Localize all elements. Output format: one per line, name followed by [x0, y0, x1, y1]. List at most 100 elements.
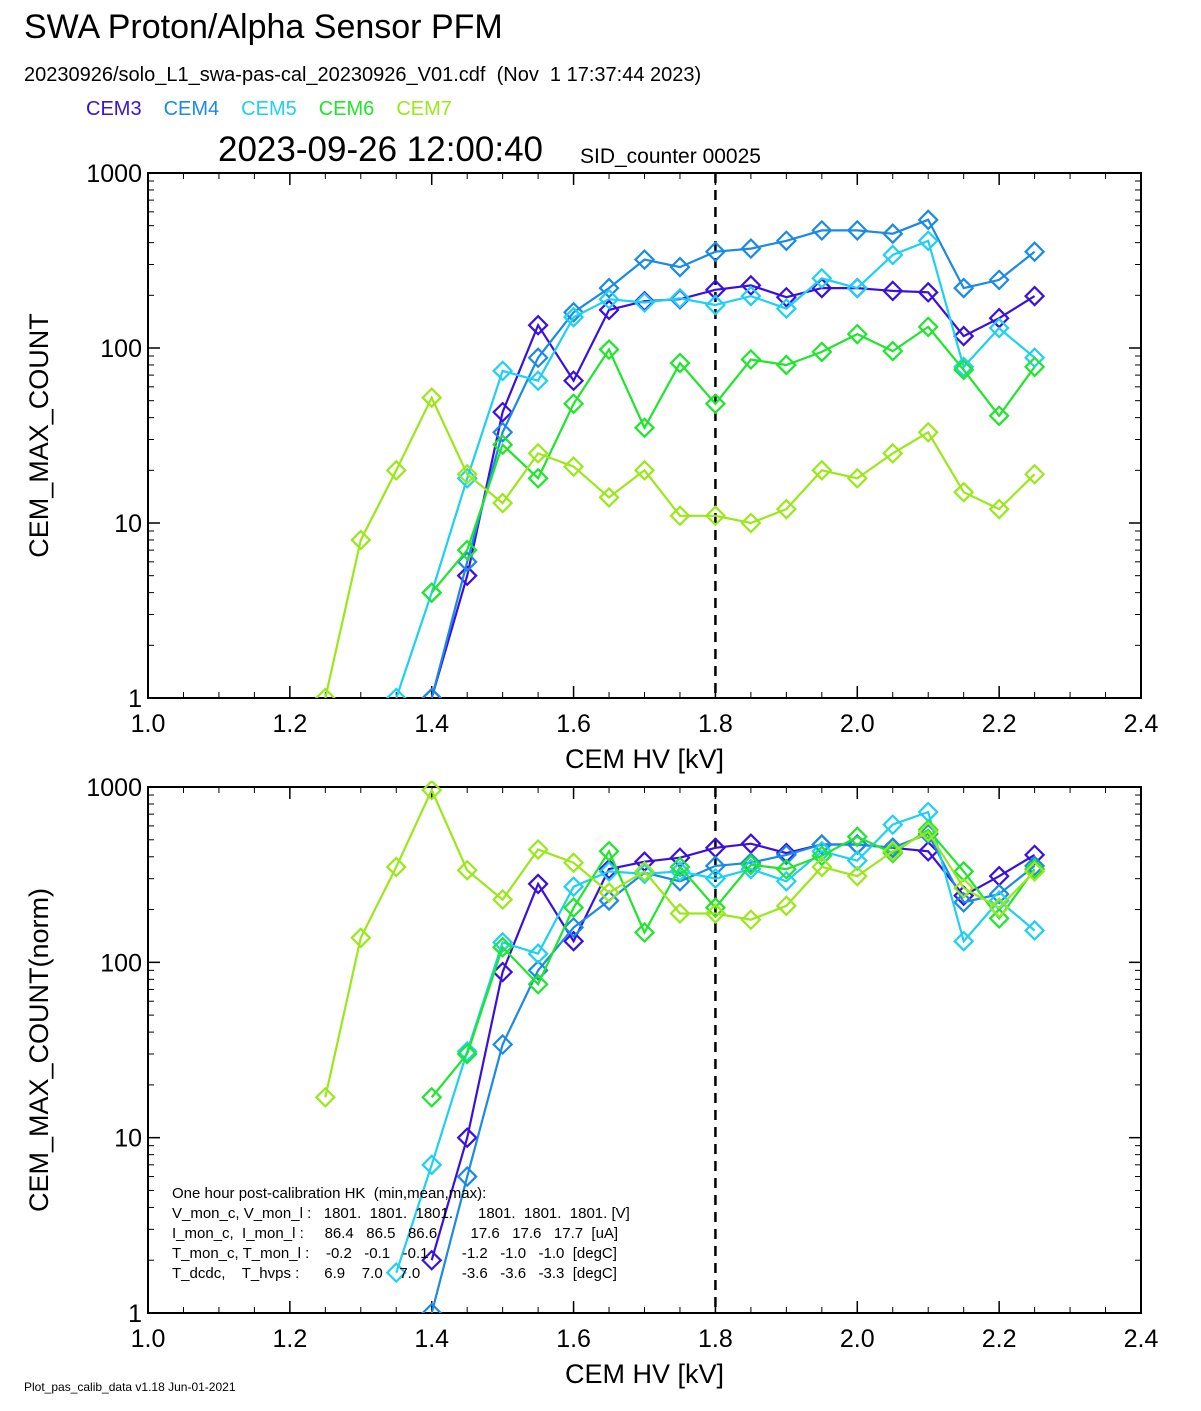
bottom-data-point-cem4 — [492, 1033, 514, 1056]
top-y-axis-label: CEM_MAX_COUNT — [24, 313, 54, 558]
top-y-tick-label: 1 — [128, 685, 142, 713]
bottom-data-point-cem4 — [527, 959, 549, 981]
bottom-data-point-cem7 — [669, 902, 691, 925]
top-data-point-cem5 — [882, 244, 904, 266]
legend-item-cem3: CEM3 — [86, 98, 142, 120]
bottom-data-point-cem6 — [598, 840, 620, 862]
bottom-data-point-cem7 — [633, 860, 656, 882]
footer-version-note: Plot_pas_calib_data v1.18 Jun-01-2021 — [24, 1380, 236, 1394]
bottom-data-point-cem4 — [740, 852, 762, 874]
top-x-tick-label: 1.0 — [131, 710, 166, 738]
top-data-point-cem6 — [846, 323, 868, 345]
bottom-data-point-cem6 — [456, 1043, 478, 1065]
bottom-data-point-cem4 — [456, 1166, 478, 1188]
top-data-point-cem3 — [917, 281, 939, 303]
top-data-point-cem3 — [563, 370, 585, 392]
top-data-point-cem3 — [704, 279, 726, 301]
bottom-series-line-cem7 — [324, 787, 1036, 1098]
top-data-point-cem7 — [456, 463, 478, 485]
top-data-point-cem4 — [988, 269, 1010, 291]
bottom-y-tick-label: 1000 — [86, 774, 142, 802]
top-data-point-cem5 — [598, 288, 620, 310]
bottom-data-point-cem5 — [421, 1154, 443, 1176]
bottom-data-point-cem5 — [633, 863, 656, 885]
bottom-data-point-cem3 — [421, 1249, 443, 1271]
top-data-point-cem5 — [456, 467, 478, 489]
top-data-point-cem5 — [1024, 347, 1046, 369]
bottom-data-point-cem7 — [917, 821, 939, 843]
top-data-point-cem7 — [527, 442, 549, 464]
top-data-point-cem6 — [988, 405, 1010, 427]
bottom-x-tick-label: 1.6 — [556, 1325, 591, 1353]
chart-top-cem-max-count: 1.0 1.2 1.4 1.6 1.8 2.0 2.2 2.4 1 10 100 1000 CEM HV… — [24, 160, 1159, 774]
bottom-data-point-cem4 — [953, 891, 975, 913]
bottom-y-tick-label: 10 — [114, 1125, 142, 1153]
bottom-data-point-cem4 — [988, 883, 1010, 905]
top-data-point-cem3 — [527, 314, 549, 336]
top-data-point-cem7 — [421, 387, 443, 409]
top-data-point-cem4 — [421, 687, 443, 698]
top-series-line-cem5 — [395, 239, 1036, 698]
top-data-point-cem6 — [563, 393, 585, 415]
bottom-data-point-cem6 — [669, 856, 691, 878]
top-x-tick-label: 1.2 — [272, 710, 307, 738]
top-data-point-cem4 — [633, 249, 656, 271]
bottom-data-point-cem4 — [421, 1302, 443, 1313]
bottom-y-tick-label: 100 — [100, 949, 142, 977]
top-data-point-cem6 — [882, 340, 904, 362]
hk-line-3: T_mon_c, T_mon_l : -0.2 -0.1 -0.1 -1.2 -… — [172, 1245, 617, 1262]
bottom-data-point-cem6 — [527, 973, 549, 995]
top-x-tick-label: 2.2 — [982, 710, 1017, 738]
bottom-data-point-cem6 — [988, 907, 1010, 929]
top-data-point-cem5 — [846, 277, 868, 299]
top-data-point-cem7 — [669, 505, 691, 527]
top-data-point-cem5 — [633, 291, 656, 314]
legend-item-cem6: CEM6 — [318, 98, 375, 120]
legend-item-cem7: CEM7 — [396, 98, 452, 120]
bottom-x-tick-label: 1.0 — [131, 1325, 166, 1353]
top-data-point-cem5 — [669, 287, 691, 309]
bottom-data-point-cem6 — [917, 819, 939, 841]
top-data-point-cem7 — [704, 505, 726, 527]
bottom-data-point-cem5 — [775, 870, 797, 892]
top-data-point-cem6 — [740, 348, 762, 371]
top-data-point-cem7 — [811, 459, 833, 481]
bottom-data-point-cem6 — [704, 897, 726, 919]
bottom-series-line-cem6 — [430, 828, 1036, 1098]
top-data-point-cem4 — [846, 219, 868, 241]
bottom-data-point-cem5 — [1024, 919, 1046, 942]
top-data-point-cem5 — [385, 687, 407, 698]
top-data-point-cem5 — [740, 285, 762, 307]
top-data-point-cem5 — [527, 370, 549, 392]
hk-line-1: V_mon_c, V_mon_l : 1801. 1801. 1801. 180… — [172, 1205, 630, 1222]
bottom-data-point-cem7 — [563, 852, 585, 874]
bottom-data-point-cem5 — [492, 931, 514, 953]
top-data-point-cem4 — [811, 219, 833, 241]
top-data-point-cem7 — [350, 529, 372, 551]
top-series-line-cem3 — [430, 284, 1036, 698]
bottom-data-point-cem6 — [846, 826, 868, 848]
bottom-data-point-cem6 — [811, 845, 833, 867]
top-y-tick-label: 10 — [114, 510, 142, 538]
bottom-data-point-cem7 — [492, 889, 514, 911]
top-data-point-cem5 — [775, 298, 797, 320]
bottom-data-point-cem4 — [563, 916, 585, 939]
bottom-data-point-cem7 — [598, 882, 620, 904]
bottom-data-point-cem3 — [492, 961, 514, 983]
bottom-data-point-cem6 — [421, 1086, 443, 1108]
bottom-data-point-cem7 — [704, 902, 726, 925]
bottom-data-point-cem4 — [846, 833, 868, 856]
bottom-data-point-cem5 — [527, 943, 549, 965]
bottom-data-point-cem5 — [882, 814, 904, 836]
top-data-point-cem5 — [563, 306, 585, 328]
top-data-point-cem3 — [740, 274, 762, 296]
hk-line-4: T_dcdc, T_hvps : 6.9 7.0 7.0 -3.6 -3.6 -… — [172, 1265, 617, 1282]
bottom-data-point-cem7 — [350, 927, 372, 949]
top-x-tick-label: 2.4 — [1124, 710, 1159, 738]
bottom-data-point-cem5 — [598, 860, 620, 882]
bottom-x-tick-label: 1.2 — [272, 1325, 307, 1353]
legend: CEM3 CEM4 CEM5 CEM6 CEM7 — [86, 98, 452, 121]
bottom-data-point-cem4 — [775, 844, 797, 866]
bottom-data-point-cem5 — [811, 840, 833, 862]
